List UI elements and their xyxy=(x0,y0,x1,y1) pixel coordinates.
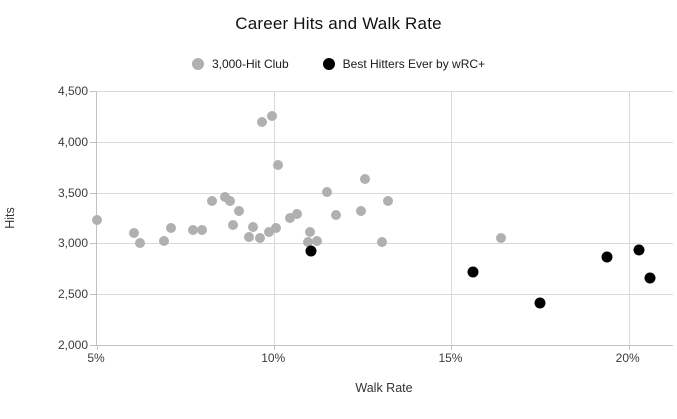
h-gridline xyxy=(97,294,673,296)
data-point[interactable] xyxy=(207,196,218,207)
v-gridline xyxy=(628,91,630,345)
data-point[interactable] xyxy=(228,219,239,230)
x-tick-label: 20% xyxy=(615,351,640,365)
data-point[interactable] xyxy=(292,208,303,219)
y-tick-mark xyxy=(90,91,97,92)
data-point[interactable] xyxy=(166,223,177,234)
data-point[interactable] xyxy=(256,117,267,128)
data-point[interactable] xyxy=(496,232,507,243)
y-axis-title: Hits xyxy=(3,207,17,229)
data-point[interactable] xyxy=(187,224,198,235)
h-gridline xyxy=(97,91,673,92)
data-point[interactable] xyxy=(644,272,656,284)
gray-dot-icon xyxy=(191,58,204,70)
plot-area xyxy=(90,91,673,350)
x-tick-mark xyxy=(274,346,276,350)
legend-item-3000-hit-club[interactable]: 3,000-Hit Club xyxy=(191,57,289,71)
v-gridline xyxy=(274,91,276,345)
x-tick-label: 10% xyxy=(261,351,286,365)
y-tick-mark xyxy=(90,243,97,245)
data-point[interactable] xyxy=(377,237,388,248)
data-point[interactable] xyxy=(356,205,367,216)
data-point[interactable] xyxy=(285,213,296,223)
y-tick-label: 4,500 xyxy=(57,84,88,98)
data-point[interactable] xyxy=(219,191,230,202)
data-point[interactable] xyxy=(247,222,258,233)
x-tick-mark xyxy=(628,346,630,350)
y-tick-label: 2,500 xyxy=(57,287,88,302)
y-tick-label: 4,000 xyxy=(57,134,88,149)
x-tick-mark xyxy=(97,346,98,350)
y-tick-mark xyxy=(90,294,97,296)
legend: 3,000-Hit Club Best Hitters Ever by wRC+ xyxy=(0,57,677,71)
data-point[interactable] xyxy=(331,209,342,220)
data-point[interactable] xyxy=(359,174,370,185)
data-point[interactable] xyxy=(633,244,645,256)
y-tick-label: 3,000 xyxy=(57,236,88,251)
data-point[interactable] xyxy=(304,226,315,237)
data-point[interactable] xyxy=(263,226,274,237)
data-point[interactable] xyxy=(601,251,613,263)
data-point[interactable] xyxy=(311,236,322,247)
data-point[interactable] xyxy=(92,215,102,226)
v-gridline xyxy=(451,91,453,345)
x-axis-title: Walk Rate xyxy=(355,381,413,395)
legend-label: 3,000-Hit Club xyxy=(211,57,289,71)
y-tick-mark xyxy=(90,141,97,143)
legend-label: Best Hitters Ever by wRC+ xyxy=(342,57,486,71)
data-point[interactable] xyxy=(134,238,145,249)
data-point[interactable] xyxy=(302,237,313,248)
y-tick-label: 2,000 xyxy=(57,338,88,352)
data-point[interactable] xyxy=(271,223,281,234)
data-point[interactable] xyxy=(382,195,393,206)
legend-item-best-hitters-wrc[interactable]: Best Hitters Ever by wRC+ xyxy=(322,57,486,71)
data-point[interactable] xyxy=(534,297,546,309)
data-point[interactable] xyxy=(129,228,140,239)
x-tick-mark xyxy=(451,346,453,350)
y-tick-mark xyxy=(90,192,97,194)
data-point[interactable] xyxy=(224,195,235,206)
x-tick-label: 5% xyxy=(87,351,105,365)
y-tick-mark xyxy=(90,345,97,346)
data-point[interactable] xyxy=(272,160,283,171)
data-point[interactable] xyxy=(467,266,479,278)
data-point[interactable] xyxy=(233,205,244,216)
data-point[interactable] xyxy=(267,110,278,121)
data-point[interactable] xyxy=(322,186,333,197)
data-point[interactable] xyxy=(196,224,207,235)
data-point[interactable] xyxy=(305,245,317,256)
y-tick-label: 3,500 xyxy=(57,185,88,200)
x-tick-label: 15% xyxy=(438,351,463,365)
data-point[interactable] xyxy=(255,232,266,243)
h-gridline xyxy=(97,141,673,143)
black-dot-icon xyxy=(322,58,335,70)
h-gridline xyxy=(97,192,673,194)
data-point[interactable] xyxy=(159,236,170,247)
data-point[interactable] xyxy=(244,231,255,242)
chart-title: Career Hits and Walk Rate xyxy=(235,14,442,33)
